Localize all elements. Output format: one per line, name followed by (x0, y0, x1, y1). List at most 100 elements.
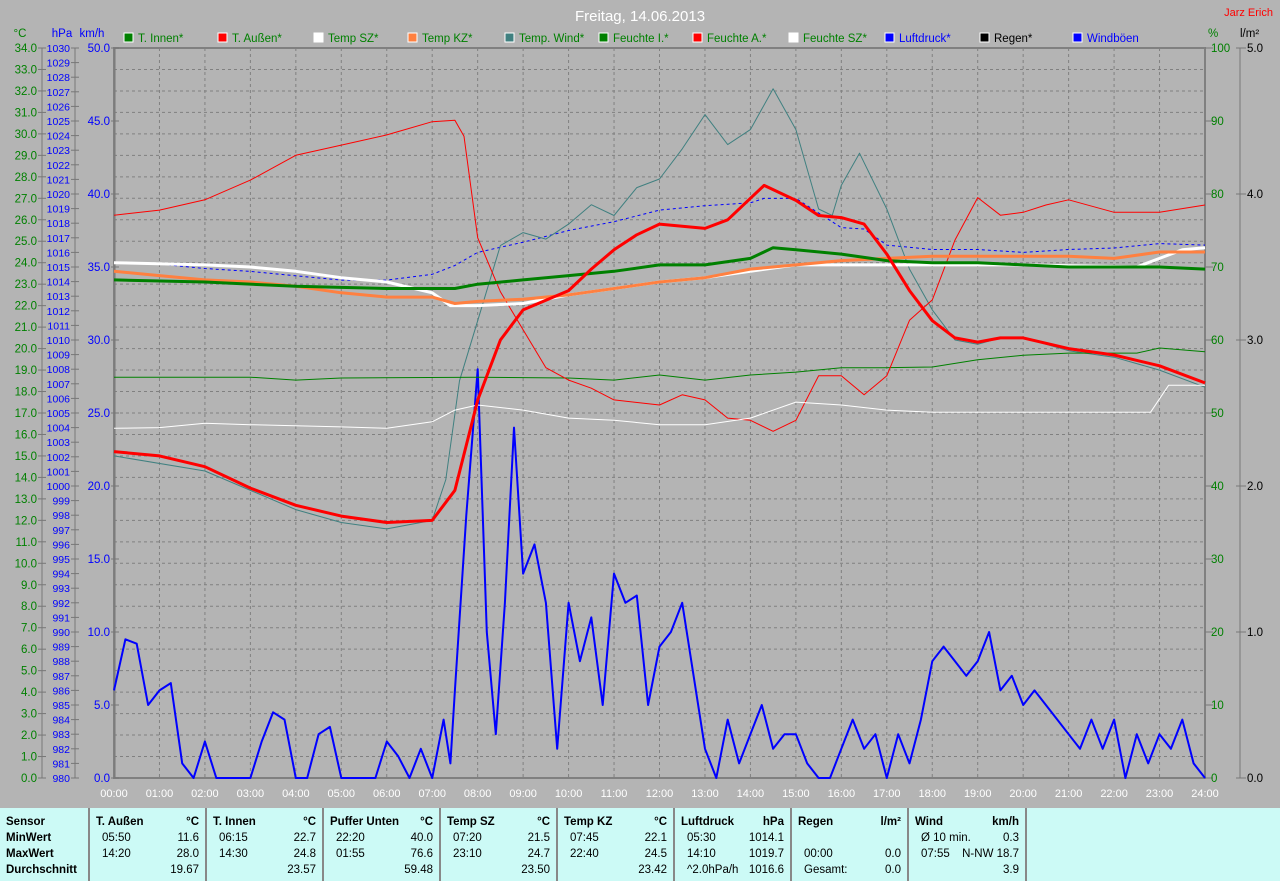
x-tick-label: 16:00 (828, 788, 856, 800)
tick-label-hpa: 1016 (47, 247, 71, 259)
legend-item: Luftdruck* (884, 32, 951, 45)
tick-label-kmh: 15.0 (88, 554, 110, 566)
stat-header: Luftdruck hPa (681, 814, 784, 830)
stat-header: Temp KZ °C (564, 814, 667, 830)
tick-label-hpa: 1017 (47, 233, 71, 245)
tick-label-celsius: 14.0 (15, 472, 37, 484)
stat-header: Sensor (6, 814, 82, 830)
stat-header: Puffer Unten °C (330, 814, 433, 830)
tick-label-celsius: 9.0 (21, 580, 37, 592)
author-label: Jarz Erich (1224, 7, 1273, 19)
stat-row: 23:10 24.7 (447, 846, 550, 862)
stat-value: 40.0 (410, 832, 433, 844)
tick-label-rain: 0.0 (1247, 773, 1263, 785)
stat-row: 19.67 (96, 862, 199, 878)
tick-label-celsius: 31.0 (15, 107, 37, 119)
legend-label: Feuchte A.* (707, 33, 767, 45)
stat-row: 23.57 (213, 862, 316, 878)
tick-label-hpa: 1024 (47, 131, 71, 143)
stat-label: Wind (915, 816, 943, 828)
x-tick-label: 00:00 (100, 788, 128, 800)
tick-label-celsius: 4.0 (21, 687, 37, 699)
stat-column: Temp KZ °C 07:45 22.1 22:40 24.5 23.42 (558, 808, 675, 881)
tick-label-kmh: 25.0 (88, 408, 110, 420)
stat-header: Wind km/h (915, 814, 1019, 830)
tick-label-kmh: 0.0 (94, 773, 110, 785)
tick-label-hpa: 986 (52, 685, 70, 697)
stat-value: 3.9 (1003, 864, 1019, 876)
stat-label: 07:45 (570, 832, 599, 844)
tick-label-hpa: 1022 (47, 160, 71, 172)
stat-label: 14:20 (102, 848, 131, 860)
stat-label: Durchschnitt (6, 864, 77, 876)
tick-label-celsius: 8.0 (21, 601, 37, 613)
tick-label-hpa: 1012 (47, 306, 71, 318)
tick-label-celsius: 6.0 (21, 644, 37, 656)
tick-label-hpa: 982 (52, 744, 70, 756)
stat-row: 00:00 0.0 (798, 846, 901, 862)
stat-value: 0.0 (885, 848, 901, 860)
tick-label-hpa: 1010 (47, 335, 71, 347)
tick-label-hpa: 985 (52, 700, 70, 712)
legend-label: Regen* (994, 33, 1033, 45)
tick-label-celsius: 16.0 (15, 429, 37, 441)
tick-label-hpa: 1021 (47, 174, 71, 186)
stat-row: 06:15 22.7 (213, 830, 316, 846)
x-tick-label: 07:00 (418, 788, 446, 800)
x-tick-label: 12:00 (646, 788, 674, 800)
stat-header: T. Innen °C (213, 814, 316, 830)
stat-label: 05:50 (102, 832, 131, 844)
tick-label-hpa: 997 (52, 525, 70, 537)
stat-value: °C (537, 816, 550, 828)
tick-label-celsius: 22.0 (15, 301, 37, 313)
stat-value: 24.7 (527, 848, 550, 860)
tick-label-hpa: 1000 (47, 481, 71, 493)
tick-label-celsius: 29.0 (15, 150, 37, 162)
tick-label-kmh: 30.0 (88, 335, 110, 347)
tick-label-celsius: 1.0 (21, 752, 37, 764)
stat-label: 22:20 (336, 832, 365, 844)
tick-label-hpa: 980 (52, 773, 70, 785)
tick-label-rain: 1.0 (1247, 627, 1263, 639)
stat-column: Puffer Unten °C 22:20 40.0 01:55 76.6 59.48 (324, 808, 441, 881)
x-tick-label: 17:00 (873, 788, 901, 800)
tick-label-hpa: 1014 (47, 277, 71, 289)
tick-label-celsius: 5.0 (21, 666, 37, 678)
tick-label-celsius: 28.0 (15, 172, 37, 184)
x-tick-label: 23:00 (1146, 788, 1174, 800)
tick-label-percent: 100 (1211, 43, 1230, 55)
stat-label: 23:10 (453, 848, 482, 860)
stat-label: Temp SZ (447, 816, 495, 828)
stat-label: Regen (798, 816, 834, 828)
stat-label: Temp KZ (564, 816, 613, 828)
tick-label-hpa: 990 (52, 627, 70, 639)
legend-item: Regen* (979, 32, 1033, 45)
legend-swatch (598, 32, 609, 43)
stat-value: 1014.1 (748, 832, 784, 844)
stat-label: Gesamt: (804, 864, 848, 876)
stat-value: 0.3 (1003, 832, 1019, 844)
stat-label: 07:20 (453, 832, 482, 844)
tick-label-celsius: 2.0 (21, 730, 37, 742)
tick-label-hpa: 1028 (47, 72, 71, 84)
axis-label-kmh: km/h (80, 28, 105, 40)
legend-label: Temp KZ* (422, 33, 473, 45)
stat-row: MaxWert (6, 846, 82, 862)
stat-value: 22.7 (293, 832, 316, 844)
stat-row: 14:30 24.8 (213, 846, 316, 862)
stat-row: 07:45 22.1 (564, 830, 667, 846)
x-tick-label: 09:00 (509, 788, 537, 800)
tick-label-celsius: 34.0 (15, 43, 37, 55)
tick-label-kmh: 45.0 (88, 116, 110, 128)
stat-value: 24.8 (293, 848, 316, 860)
legend-swatch (788, 32, 799, 43)
tick-label-percent: 40 (1211, 481, 1224, 493)
tick-label-percent: 60 (1211, 335, 1224, 347)
tick-label-hpa: 981 (52, 758, 70, 770)
legend-label: Feuchte SZ* (803, 33, 867, 45)
tick-label-hpa: 1006 (47, 393, 71, 405)
stat-label: Sensor (6, 816, 45, 828)
stat-value: hPa (762, 816, 784, 828)
stat-label: T. Außen (96, 816, 144, 828)
x-tick-label: 18:00 (918, 788, 946, 800)
